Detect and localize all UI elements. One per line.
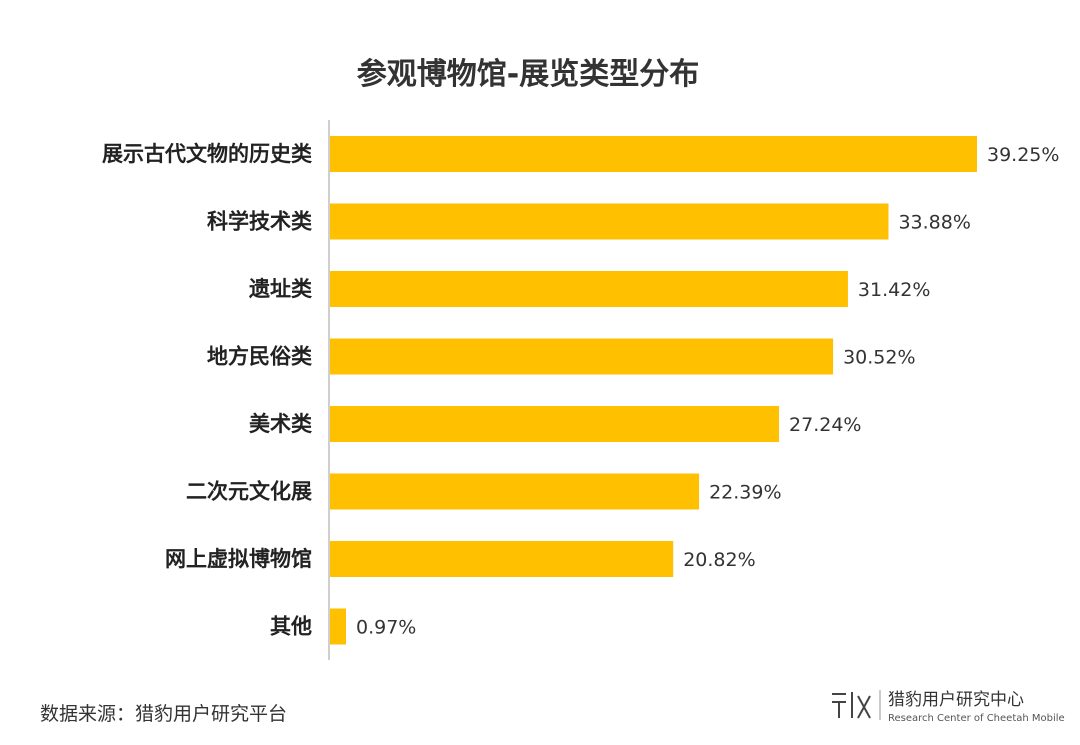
chart-title: 参观博物馆-展览类型分布 <box>357 57 699 92</box>
logo-name: 猎豹用户研究中心 <box>888 690 1024 710</box>
value-label: 27.24% <box>789 414 861 436</box>
value-label: 39.25% <box>987 144 1059 166</box>
value-label: 33.88% <box>898 212 970 234</box>
bar <box>330 473 700 510</box>
category-label: 二次元文化展 <box>186 480 312 504</box>
bar <box>330 541 674 577</box>
bar <box>330 271 848 307</box>
category-label: 展示古代文物的历史类 <box>102 142 313 166</box>
category-label: 其他 <box>270 615 312 639</box>
bars-group <box>330 136 977 645</box>
category-label: 地方民俗类 <box>207 345 313 369</box>
bar <box>330 136 977 172</box>
value-label: 31.42% <box>858 279 930 301</box>
category-label: 美术类 <box>249 412 313 436</box>
category-label: 科学技术类 <box>207 210 313 234</box>
value-labels: 39.25% 33.88% 31.42% 30.52% 27.24% 22.39% 20.8… <box>356 144 1059 639</box>
category-label: 遗址类 <box>248 277 313 301</box>
category-label: 网上虚拟博物馆 <box>165 547 312 571</box>
value-label: 22.39% <box>709 482 781 504</box>
category-labels: 展示古代文物的历史类科学技术类遗址类地方民俗类美术类二次元文化展网上虚拟博物馆其… <box>102 142 313 639</box>
logo-icon <box>832 692 871 719</box>
bar <box>330 203 889 240</box>
value-label: 0.97% <box>356 617 416 639</box>
value-label: 20.82% <box>683 549 755 571</box>
bar <box>330 338 834 375</box>
value-label: 30.52% <box>843 347 915 369</box>
bar <box>330 406 780 442</box>
bar <box>330 608 346 645</box>
logo: 猎豹用户研究中心 Research Center of Cheetah Mobi… <box>832 690 1065 724</box>
logo-subtitle: Research Center of Cheetah Mobile <box>888 713 1065 724</box>
source-note: 数据来源：猎豹用户研究平台 <box>40 703 287 725</box>
